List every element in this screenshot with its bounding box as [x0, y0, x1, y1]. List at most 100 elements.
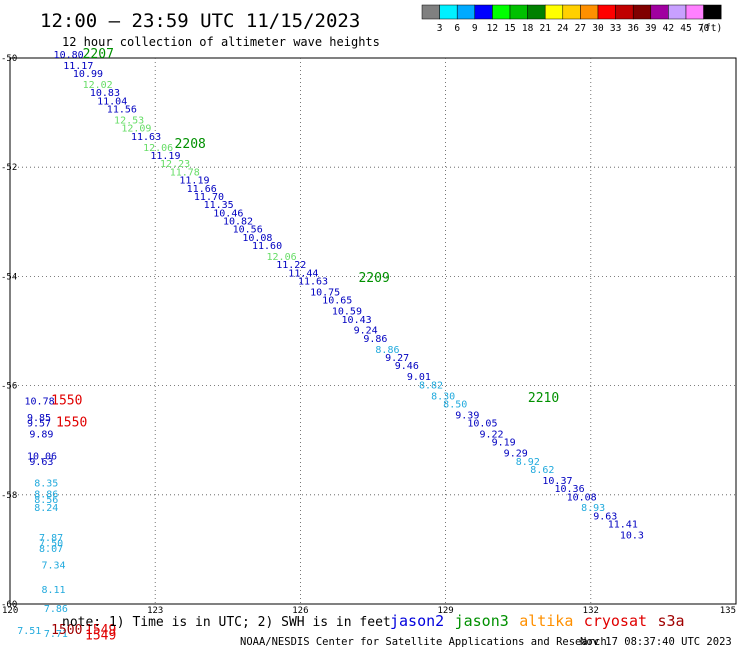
wave-height-label: 11.56	[107, 105, 137, 116]
wave-height-label: 11.70	[194, 192, 224, 203]
wave-height-label: 9.01	[407, 372, 431, 383]
wave-height-label: 7.87	[39, 533, 63, 544]
wave-height-label: 12.53	[114, 116, 144, 127]
wave-height-label: 8.86	[34, 490, 58, 501]
wave-height-label: 11.44	[288, 268, 318, 279]
wave-height-label: 10.08	[242, 233, 272, 244]
grid	[10, 58, 736, 604]
wave-height-label: 10.82	[223, 217, 253, 228]
wave-height-label: 9.63	[29, 457, 53, 468]
wave-height-label: 9.24	[354, 326, 378, 337]
pass-time-label: 2210	[528, 391, 559, 406]
legend-swatch	[668, 4, 687, 20]
wave-height-label: 9.19	[492, 438, 516, 449]
wave-height-label: 8.86	[375, 345, 399, 356]
wave-height-label: 9.27	[385, 353, 409, 364]
pass-time-label: 1500	[51, 623, 82, 638]
legend-swatch	[650, 4, 669, 20]
y-tick-label: -60	[1, 600, 17, 610]
legend-tick-label: 18	[522, 23, 534, 34]
wave-height-label: 10.3	[620, 530, 644, 541]
wave-height-label: 10.78	[25, 397, 55, 408]
legend-swatch	[597, 4, 616, 20]
wave-height-label: 11.66	[187, 184, 217, 195]
legend-swatch	[421, 4, 440, 20]
wave-height-label: 8.30	[431, 391, 455, 402]
wave-height-label: 12.09	[121, 124, 151, 135]
legend-swatch	[456, 4, 476, 20]
wave-height-label: 10.75	[310, 288, 340, 299]
wave-height-label: 9.86	[363, 334, 387, 345]
wave-height-label: 8.11	[41, 585, 65, 596]
satellite-name: s3a	[658, 612, 685, 630]
wave-height-label: 11.60	[252, 241, 282, 252]
data-points: 10.8011.1710.9912.0210.8311.0411.5612.53…	[17, 50, 644, 640]
satellite-name: altika	[519, 612, 573, 630]
wave-height-label: 7.86	[44, 604, 68, 615]
pass-time-label: 1550	[56, 416, 87, 431]
legend-tick-label: 36	[627, 23, 639, 34]
wave-height-label: 8.56	[34, 495, 58, 506]
legend-tick-label: 9	[472, 23, 478, 34]
pass-time-label: 2207	[83, 47, 114, 62]
wave-height-label: 11.04	[97, 96, 127, 107]
wave-height-label: 10.05	[467, 419, 497, 430]
wave-height-label: 11.78	[170, 167, 200, 178]
x-tick-label: 135	[720, 606, 736, 616]
legend-swatch	[439, 4, 458, 20]
satellite-name: jason3	[455, 612, 509, 630]
y-tick-label: -56	[1, 382, 17, 392]
pass-time-label: 1549	[85, 623, 116, 638]
legend-tick-label: 33	[610, 23, 621, 34]
legend-swatch	[509, 4, 528, 20]
x-tick-label: 120	[2, 606, 18, 616]
legend-swatch	[562, 4, 581, 20]
legend-swatch	[615, 4, 634, 20]
legend-swatch	[527, 4, 546, 20]
wave-height-label: 10.36	[555, 484, 585, 495]
wave-height-label: 8.93	[581, 503, 605, 514]
wave-height-label: 8.62	[530, 465, 554, 476]
wave-height-label: 12.06	[143, 143, 173, 154]
wave-height-label: 9.89	[29, 429, 53, 440]
wave-height-label: 10.83	[90, 88, 120, 99]
wave-height-label: 8.82	[419, 380, 443, 391]
legend-tick-label: 21	[539, 23, 551, 34]
legend-tick-label: 42	[663, 23, 674, 34]
wave-height-label: 12.06	[267, 252, 297, 263]
wave-height-label: 9.22	[479, 429, 503, 440]
satellite-name: cryosat	[584, 612, 647, 630]
wave-height-label: 9.39	[455, 410, 479, 421]
wave-height-label: 9.63	[593, 511, 617, 522]
credit-text: NOAA/NESDIS Center for Satellite Applica…	[240, 636, 607, 648]
legend-tick-label: 30	[592, 23, 604, 34]
wave-height-label: 11.22	[276, 260, 306, 271]
legend-swatch	[632, 4, 652, 20]
legend-tick-label: 15	[504, 23, 515, 34]
legend-tick-label: 39	[645, 23, 657, 34]
chart-title: 12:00 — 23:59 UTC 11/15/2023	[40, 10, 360, 32]
wave-height-label: 8.92	[516, 457, 540, 468]
wave-height-label: 7.71	[44, 629, 68, 640]
legend-swatch	[492, 4, 511, 20]
legend-tick-label: 3	[437, 23, 443, 34]
wave-height-label: 10.59	[332, 307, 362, 318]
wave-height-label: 10.08	[567, 492, 597, 503]
legend-swatch	[580, 4, 599, 20]
legend-tick-label: 6	[454, 23, 460, 34]
y-tick-label: -50	[1, 54, 17, 64]
x-tick-label: 126	[292, 606, 308, 616]
wave-height-label: 11.41	[608, 520, 638, 531]
wave-height-label: 10.46	[213, 208, 243, 219]
wave-height-label: 9.85	[27, 413, 51, 424]
wave-height-label: 10.43	[342, 315, 372, 326]
wave-height-label: 7.51	[17, 626, 41, 637]
x-tick-label: 132	[583, 606, 599, 616]
satellite-legend: jason2 jason3 altika cryosat s3a	[390, 612, 685, 630]
wave-height-label: 8.50	[443, 399, 467, 410]
legend-tick-label: 12	[487, 23, 498, 34]
pass-time-label: 1549	[85, 628, 116, 643]
pass-time-label: 2209	[358, 271, 389, 286]
x-tick-label: 123	[147, 606, 163, 616]
